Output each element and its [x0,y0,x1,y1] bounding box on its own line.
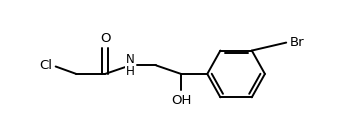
Text: Br: Br [290,36,305,49]
Text: OH: OH [171,94,191,107]
Text: N
H: N H [125,53,135,78]
Text: O: O [100,32,111,45]
Text: Cl: Cl [40,59,53,72]
